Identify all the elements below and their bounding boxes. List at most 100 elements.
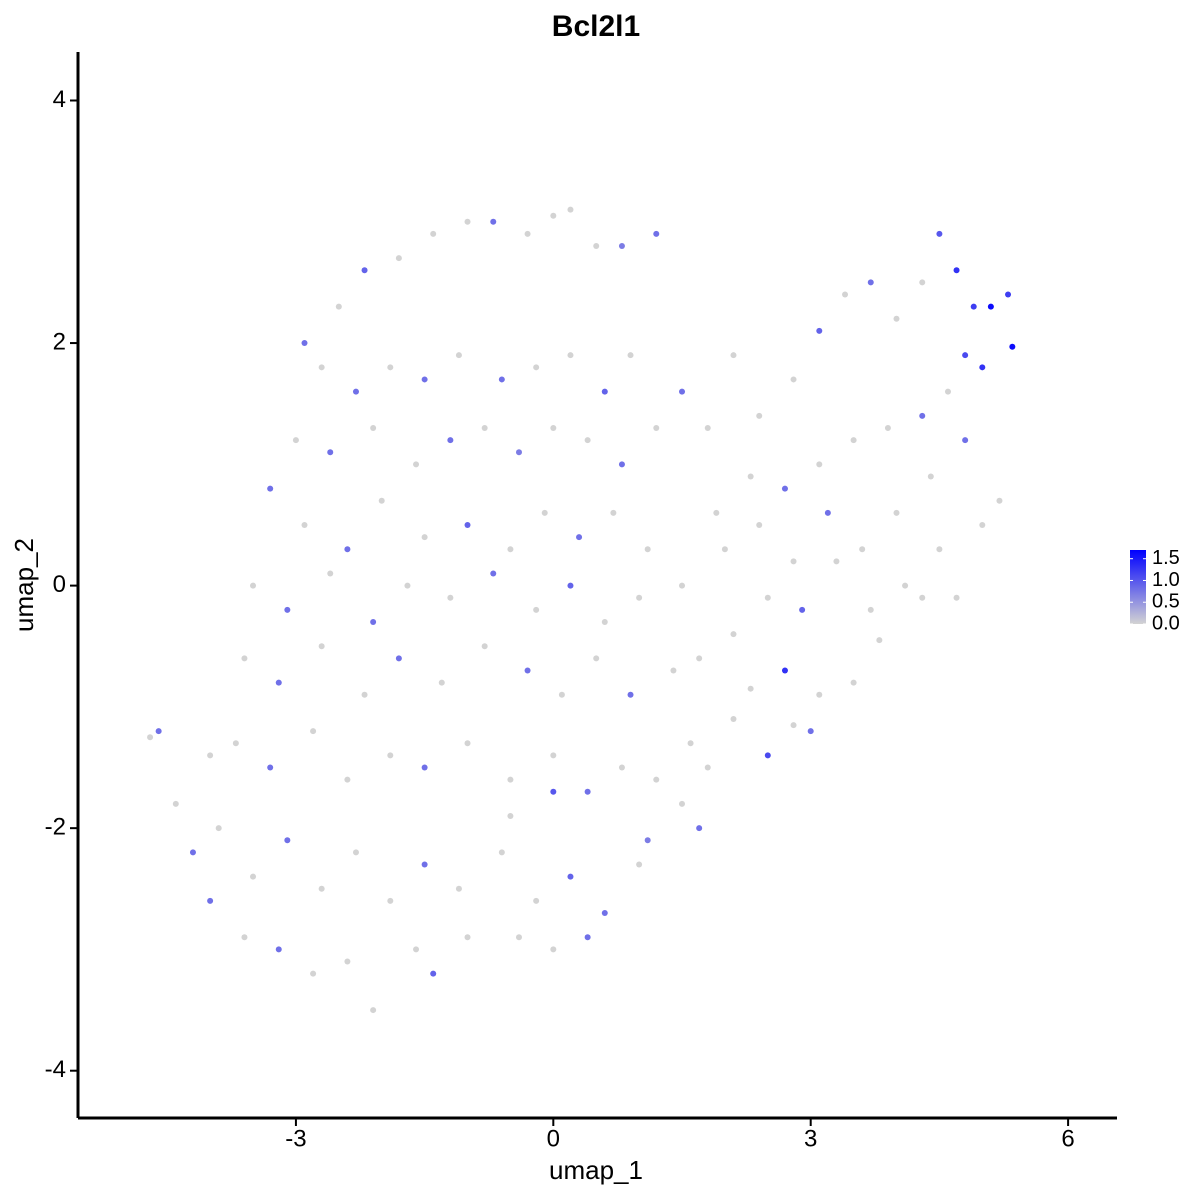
y-tick-label: 2 <box>53 328 66 355</box>
point <box>507 546 514 553</box>
point <box>207 897 214 904</box>
point <box>816 691 823 698</box>
point <box>799 606 806 613</box>
point <box>250 873 257 880</box>
point <box>481 424 488 431</box>
point <box>653 424 660 431</box>
point <box>979 364 986 371</box>
point <box>327 570 334 577</box>
point <box>447 594 454 601</box>
point <box>327 449 334 456</box>
point <box>541 509 548 516</box>
point <box>507 813 514 820</box>
point <box>893 509 900 516</box>
point <box>644 546 651 553</box>
x-tick-label: -3 <box>285 1125 306 1152</box>
point <box>601 618 608 625</box>
point <box>447 437 454 444</box>
point <box>352 388 359 395</box>
point <box>987 303 994 310</box>
point <box>387 364 394 371</box>
x-tick-label: 3 <box>804 1125 817 1152</box>
point <box>704 424 711 431</box>
point <box>421 861 428 868</box>
point <box>310 970 317 977</box>
colorbar-tick-label: 1.0 <box>1152 569 1180 591</box>
point <box>816 461 823 468</box>
point <box>859 546 866 553</box>
point <box>627 352 634 359</box>
point <box>842 291 849 298</box>
point <box>618 243 625 250</box>
point <box>464 521 471 528</box>
point <box>618 764 625 771</box>
point <box>764 752 771 759</box>
point <box>567 206 574 213</box>
point <box>944 388 951 395</box>
point <box>507 776 514 783</box>
point <box>370 424 377 431</box>
point <box>576 534 583 541</box>
chart-title: Bcl2l1 <box>552 10 640 43</box>
point <box>267 485 274 492</box>
point <box>919 412 926 419</box>
y-axis-label: umap_2 <box>9 538 39 632</box>
colorbar <box>1130 550 1146 624</box>
point <box>550 752 557 759</box>
point <box>902 582 909 589</box>
point <box>438 679 445 686</box>
point <box>627 691 634 698</box>
point <box>996 497 1003 504</box>
y-tick-label: -4 <box>45 1056 66 1083</box>
point <box>567 582 574 589</box>
point <box>730 631 737 638</box>
point <box>464 934 471 941</box>
point <box>378 497 385 504</box>
point <box>584 437 591 444</box>
point <box>867 279 874 286</box>
point <box>670 667 677 674</box>
point <box>962 352 969 359</box>
point <box>764 594 771 601</box>
point <box>275 946 282 953</box>
point <box>370 1007 377 1014</box>
point <box>490 218 497 225</box>
point <box>318 885 325 892</box>
point <box>481 643 488 650</box>
point <box>250 582 257 589</box>
point <box>550 424 557 431</box>
point <box>413 946 420 953</box>
point <box>721 546 728 553</box>
point <box>876 637 883 644</box>
point <box>241 934 248 941</box>
point <box>567 873 574 880</box>
point <box>318 643 325 650</box>
point <box>515 449 522 456</box>
point <box>464 218 471 225</box>
point <box>550 788 557 795</box>
point <box>232 740 239 747</box>
point <box>395 255 402 262</box>
point <box>713 509 720 516</box>
point <box>927 473 934 480</box>
point <box>584 934 591 941</box>
point <box>756 521 763 528</box>
x-axis-label: umap_1 <box>549 1155 643 1185</box>
point <box>781 485 788 492</box>
point <box>558 691 565 698</box>
point <box>979 521 986 528</box>
point <box>387 752 394 759</box>
colorbar-tick-label: 0.5 <box>1152 591 1180 613</box>
point <box>601 388 608 395</box>
point <box>267 764 274 771</box>
point <box>962 437 969 444</box>
point <box>601 910 608 917</box>
point <box>679 388 686 395</box>
point <box>953 267 960 274</box>
point <box>653 776 660 783</box>
point <box>404 582 411 589</box>
point <box>593 243 600 250</box>
point <box>335 303 342 310</box>
point <box>919 594 926 601</box>
